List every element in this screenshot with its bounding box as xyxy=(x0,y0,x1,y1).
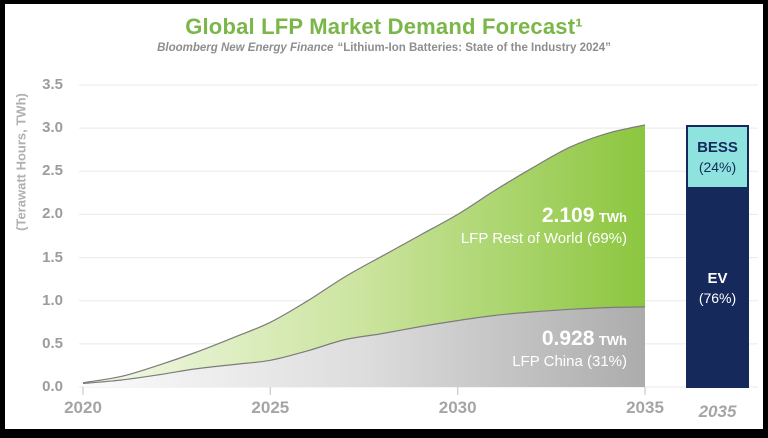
bess-segment: BESS (24%) xyxy=(686,125,749,189)
ev-segment: EV (76%) xyxy=(686,189,749,389)
y-tick-label: 3.0 xyxy=(42,119,63,137)
y-tick-label: 1.0 xyxy=(42,291,63,309)
source-name: Bloomberg New Energy Finance xyxy=(157,42,334,54)
stacked-area-chart xyxy=(79,84,758,395)
chart-subtitle: Bloomberg New Energy Finance “Lithium-Ion… xyxy=(5,42,763,54)
y-tick-label: 0.5 xyxy=(42,334,63,352)
x-tick-label: 2020 xyxy=(64,398,102,417)
2035-split-bar: BESS (24%) EV (76%) xyxy=(686,125,749,389)
ev-label: EV xyxy=(707,270,728,288)
annotation-china: 0.928 TWh LFP China (31%) xyxy=(512,328,627,369)
y-tick-label: 2.5 xyxy=(42,162,63,180)
bess-label: BESS xyxy=(697,138,738,156)
bar-x-label: 2035 xyxy=(698,402,737,421)
source-quote: “Lithium-Ion Batteries: State of the Ind… xyxy=(337,42,611,54)
chart-title: Global LFP Market Demand Forecast¹ xyxy=(185,14,583,39)
china-label: LFP China (31%) xyxy=(512,353,627,370)
row-unit: TWh xyxy=(598,210,627,225)
y-tick-label: 2.0 xyxy=(42,205,63,223)
row-label: LFP Rest of World (69%) xyxy=(460,230,627,247)
y-tick-label: 0.0 xyxy=(42,378,63,395)
x-tick-label: 2025 xyxy=(251,398,290,417)
row-value: 2.109 xyxy=(541,204,595,227)
china-unit: TWh xyxy=(598,333,627,348)
bess-pct: (24%) xyxy=(698,158,737,175)
china-value: 0.928 xyxy=(541,327,595,350)
x-tick-label: 2035 xyxy=(626,398,664,417)
annotation-rest-of-world: 2.109 TWh LFP Rest of World (69%) xyxy=(461,205,627,246)
ev-pct: (76%) xyxy=(698,290,737,307)
x-tick-label: 2030 xyxy=(438,398,477,417)
y-tick-label: 3.5 xyxy=(42,76,63,93)
y-tick-label: 1.5 xyxy=(42,248,63,266)
